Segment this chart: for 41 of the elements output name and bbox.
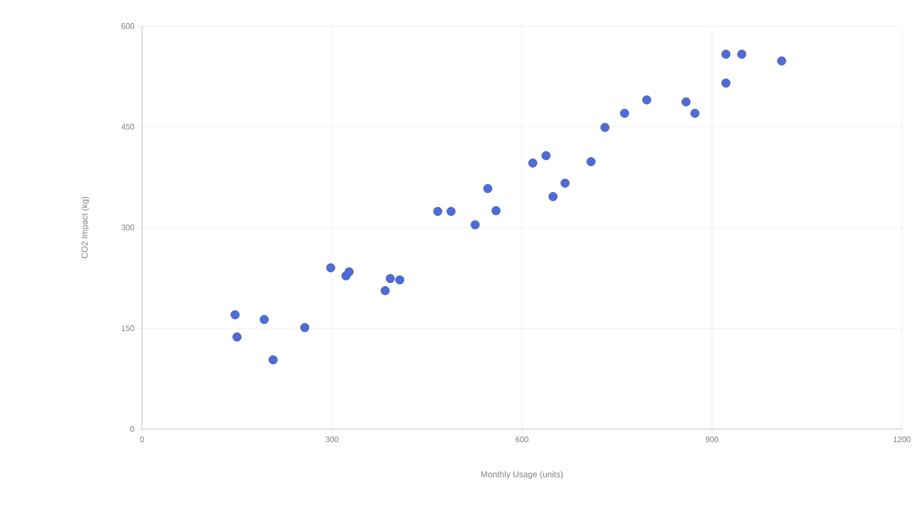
point (380, 286, 390, 296)
point (300, 323, 310, 332)
point (230, 310, 240, 320)
point (777, 56, 786, 66)
point (721, 78, 730, 88)
y-tick-label: 300 (121, 224, 134, 230)
x-tick-label: 900 (706, 436, 718, 442)
point (528, 158, 538, 168)
point (433, 206, 442, 216)
y-axis-title: CO2 Impact (kg) (81, 196, 90, 258)
y-tick-label: 600 (122, 23, 134, 29)
point (326, 263, 336, 272)
point (483, 184, 492, 194)
point (268, 355, 278, 364)
point (690, 108, 700, 118)
point (737, 50, 746, 59)
point (446, 206, 456, 216)
point (492, 206, 501, 216)
point (600, 122, 610, 132)
y-tick-label: 450 (121, 124, 134, 130)
point (682, 97, 691, 106)
x-tick-label: 0 (140, 436, 144, 442)
point (721, 50, 730, 59)
point (560, 178, 570, 188)
point (642, 95, 652, 104)
point (260, 315, 269, 324)
x-tick-label: 600 (516, 436, 528, 442)
point (542, 151, 551, 160)
point (386, 274, 395, 284)
point (586, 157, 596, 166)
y-tick-label: 0 (130, 426, 134, 432)
point (395, 275, 404, 284)
y-tick-label: 150 (122, 325, 134, 332)
point (470, 220, 480, 230)
x-axis-title: Monthly Usage (units) (481, 471, 563, 479)
x-tick-label: 300 (326, 436, 338, 442)
point (232, 332, 242, 342)
point (548, 192, 558, 202)
x-tick-label: 1200 (894, 436, 911, 442)
point (620, 108, 630, 118)
point (344, 267, 354, 276)
